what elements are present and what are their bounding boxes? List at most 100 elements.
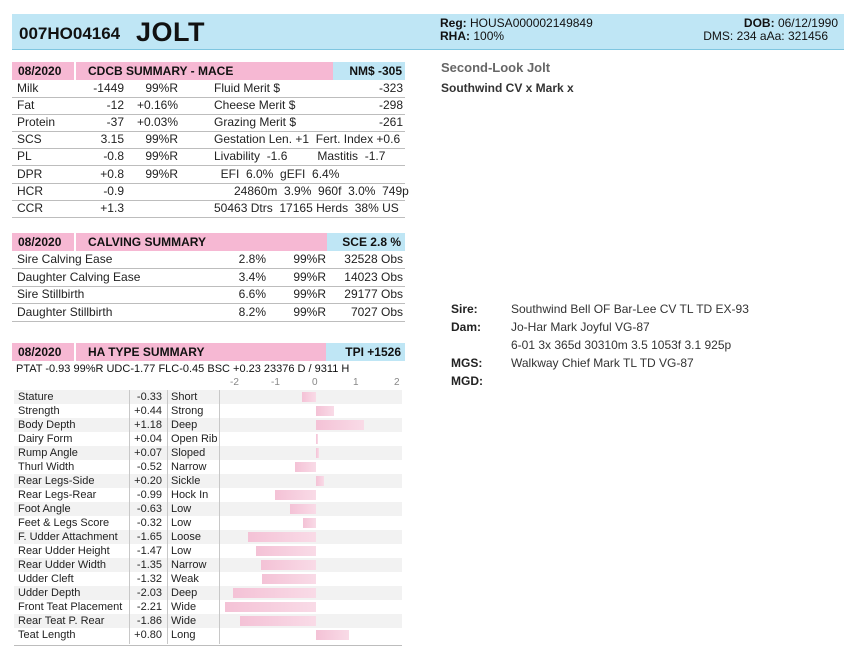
trait-bar — [239, 616, 316, 626]
cdcb-index-value: -261 — [378, 115, 403, 130]
trait-desc: Deep — [171, 419, 198, 431]
cdcb-title: CDCB SUMMARY - MACE — [88, 64, 234, 78]
cdcb-section-header: 08/2020 CDCB SUMMARY - MACE NM$ -305 — [12, 62, 405, 80]
trait-name: Foot Angle — [18, 503, 71, 515]
calving-rel: 99%R — [293, 304, 326, 319]
dam-record: 6-01 3x 365d 30310m 3.5 1053f 3.1 925p — [511, 338, 732, 352]
trait-value: -0.33 — [136, 391, 162, 403]
cdcb-trait-rel: 99%R — [145, 166, 178, 181]
sire-label: Sire: — [451, 302, 478, 316]
trait-value: -0.52 — [136, 461, 162, 473]
tpi-badge: TPI +1526 — [326, 343, 405, 361]
trait-bar — [275, 490, 316, 500]
cdcb-row: CCR +1.3 50463 Dtrs 17165 Herds 38% US — [12, 200, 405, 218]
cdcb-row: Protein -37 +0.03% Grazing Merit $ -261 — [12, 114, 405, 133]
cdcb-trait-rel: 99%R — [145, 81, 178, 95]
trait-value: -1.35 — [136, 559, 162, 571]
trait-row: Rear Legs-Side +0.20 Sickle — [14, 474, 402, 488]
trait-bar — [260, 560, 316, 570]
cdcb-trait-label: CCR — [17, 200, 43, 215]
trait-row: Teat Length +0.80 Long — [14, 628, 402, 642]
trait-desc: Narrow — [171, 461, 207, 473]
trait-divider — [219, 390, 220, 644]
trait-name: Stature — [18, 391, 54, 403]
trait-desc: Wide — [171, 601, 197, 613]
calving-value: 3.4% — [238, 269, 266, 284]
dam-label: Dam: — [451, 320, 482, 334]
dob-line: DOB: 06/12/1990 — [744, 16, 838, 30]
bull-name: JOLT — [136, 17, 205, 47]
trait-name: Udder Depth — [18, 587, 81, 599]
trait-value: +0.07 — [134, 447, 162, 459]
trait-desc: Strong — [171, 405, 204, 417]
trait-desc: Deep — [171, 587, 198, 599]
cdcb-trait-rel: 99%R — [145, 132, 178, 147]
type-section-header: 08/2020 HA TYPE SUMMARY TPI +1526 — [12, 343, 405, 361]
trait-value: -1.86 — [136, 615, 162, 627]
dob-value: 06/12/1990 — [777, 16, 838, 30]
calving-value: 2.8% — [238, 252, 266, 266]
trait-divider — [129, 390, 130, 644]
cdcb-date: 08/2020 — [12, 62, 74, 80]
cdcb-trait-value: -1449 — [93, 81, 124, 95]
cdcb-index-label: Cheese Merit $ — [214, 98, 296, 113]
type-title: HA TYPE SUMMARY — [88, 345, 205, 359]
rha-value: 100% — [473, 29, 505, 43]
scale-tick: -1 — [271, 377, 280, 388]
calving-obs: 7027 Obs — [350, 304, 403, 319]
trait-row: F. Udder Attachment -1.65 Loose — [14, 530, 402, 544]
trait-value: +1.18 — [134, 419, 162, 431]
trait-name: Udder Cleft — [18, 573, 74, 585]
cdcb-index-value: -298 — [378, 98, 403, 113]
cdcb-trait-value: -12 — [106, 98, 124, 113]
reg-label: Reg: — [440, 16, 467, 30]
trait-bar — [316, 406, 335, 416]
trait-row: Rear Legs-Rear -0.99 Hock In — [14, 488, 402, 502]
trait-name: Body Depth — [18, 419, 76, 431]
trait-bar — [316, 476, 325, 486]
cdcb-index-label: Grazing Merit $ — [214, 115, 297, 130]
trait-row: Strength +0.44 Strong — [14, 404, 402, 418]
trait-desc: Loose — [171, 531, 201, 543]
trait-value: -0.32 — [136, 517, 162, 529]
calving-section-header: 08/2020 CALVING SUMMARY SCE 2.8 % — [12, 233, 405, 251]
trait-bar — [255, 546, 316, 556]
trait-desc: Sloped — [171, 447, 206, 459]
trait-desc: Narrow — [171, 559, 207, 571]
trait-desc: Low — [171, 545, 192, 557]
dob-label: DOB: — [743, 16, 775, 30]
trait-name: Feet & Legs Score — [18, 517, 110, 529]
cdcb-trait-value: 3.15 — [100, 132, 124, 147]
trait-desc: Low — [171, 503, 192, 515]
trait-desc: Wide — [171, 615, 197, 627]
trait-row: Foot Angle -0.63 Low — [14, 502, 402, 516]
calving-row: Sire Calving Ease 2.8% 99%R 32528 Obs — [12, 251, 405, 269]
trait-value: +0.20 — [134, 475, 162, 487]
reg-value: HOUSA000002149849 — [470, 16, 593, 30]
calving-label: Daughter Calving Ease — [17, 269, 141, 284]
trait-row: Udder Depth -2.03 Deep — [14, 586, 402, 600]
trait-row: Stature -0.33 Short — [14, 390, 402, 404]
rha-label: RHA: — [440, 29, 470, 43]
trait-bar — [302, 392, 316, 402]
scale-tick: 0 — [312, 377, 318, 388]
trait-row: Rear Udder Height -1.47 Low — [14, 544, 402, 558]
calving-value: 8.2% — [238, 304, 266, 319]
trait-desc: Weak — [171, 573, 199, 585]
trait-bar — [290, 504, 316, 514]
trait-bar — [302, 518, 316, 528]
trait-bar — [261, 574, 316, 584]
cdcb-row: DPR +0.8 99%R EFI 6.0% gEFI 6.4% — [12, 166, 405, 184]
side-lineage: Southwind CV x Mark x — [441, 81, 574, 95]
trait-value: -0.99 — [136, 489, 162, 501]
trait-desc: Long — [171, 629, 196, 641]
scale-tick: 2 — [394, 377, 400, 388]
cdcb-trait-label: SCS — [17, 132, 42, 147]
cdcb-index-label: 50463 Dtrs 17165 Herds 38% US — [214, 200, 399, 215]
calving-rel: 99%R — [293, 269, 326, 284]
trait-row: Rear Teat P. Rear -1.86 Wide — [14, 614, 402, 628]
type-trait-table: -2 -1 0 1 2 Stature -0.33 Short Strength +0.44 St… — [14, 377, 402, 646]
registration-code: 007HO04164 — [19, 24, 121, 43]
dms-line: DMS: 234 aAa: 321456 — [703, 29, 828, 43]
dam-name: Jo-Har Mark Joyful VG-87 — [511, 320, 650, 334]
